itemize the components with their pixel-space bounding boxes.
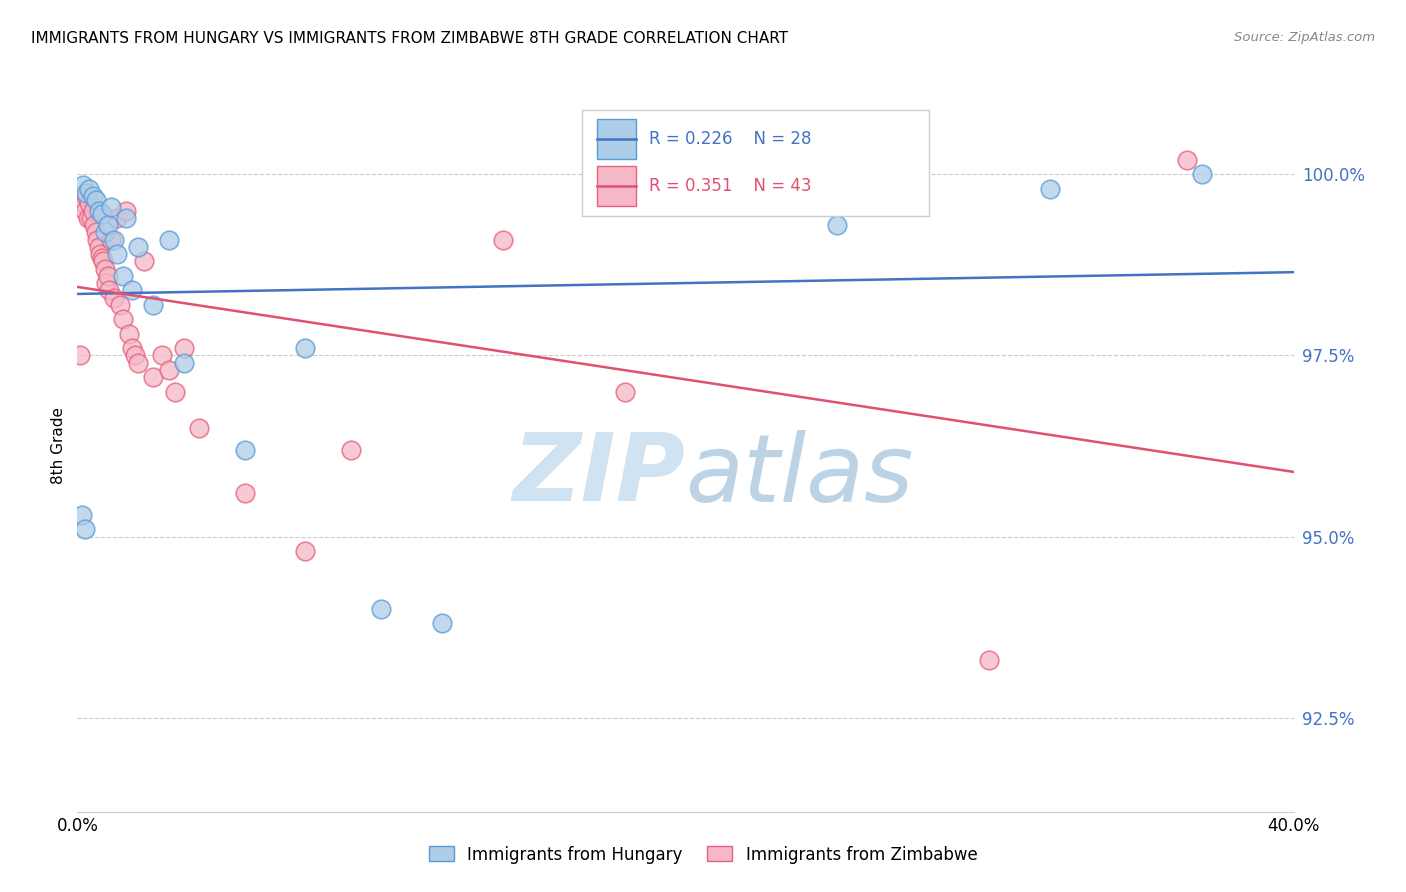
Point — [75, 186, 97, 200]
Point — [121, 283, 143, 297]
Point — [105, 211, 128, 225]
Point — [118, 326, 141, 341]
Text: atlas: atlas — [686, 430, 914, 521]
Point — [188, 421, 211, 435]
Point — [142, 298, 165, 312]
Point — [152, 349, 174, 363]
Point — [173, 341, 195, 355]
Point — [100, 233, 122, 247]
Point — [80, 211, 103, 225]
Point — [89, 247, 111, 261]
Point — [115, 211, 138, 225]
Point — [173, 356, 195, 370]
Point — [340, 442, 363, 457]
Point — [75, 189, 97, 203]
Point — [84, 225, 107, 239]
Point — [82, 203, 104, 218]
Point — [370, 602, 392, 616]
Point — [1191, 168, 1213, 182]
Point — [430, 616, 453, 631]
Point — [115, 203, 138, 218]
Point — [294, 544, 316, 558]
Point — [294, 341, 316, 355]
Point — [86, 233, 108, 247]
Point — [103, 291, 125, 305]
Point — [157, 233, 180, 247]
Text: ZIP: ZIP — [513, 429, 686, 521]
Point — [105, 247, 128, 261]
Point — [121, 341, 143, 355]
Point — [69, 349, 91, 363]
Point — [82, 189, 104, 203]
Point — [492, 233, 515, 247]
Point — [233, 442, 256, 457]
Point — [87, 240, 110, 254]
Point — [163, 384, 186, 399]
Point — [96, 276, 118, 290]
Point — [87, 203, 110, 218]
Point — [72, 178, 94, 193]
Text: IMMIGRANTS FROM HUNGARY VS IMMIGRANTS FROM ZIMBABWE 8TH GRADE CORRELATION CHART: IMMIGRANTS FROM HUNGARY VS IMMIGRANTS FR… — [31, 31, 787, 46]
FancyBboxPatch shape — [596, 166, 636, 206]
Point — [90, 207, 112, 221]
Point — [103, 233, 125, 247]
Point — [111, 268, 134, 283]
Point — [97, 268, 120, 283]
Point — [73, 522, 96, 536]
Point — [72, 196, 94, 211]
Point — [157, 363, 180, 377]
Point — [613, 384, 636, 399]
Point — [127, 240, 149, 254]
Point — [111, 312, 134, 326]
Point — [98, 283, 121, 297]
Point — [1039, 182, 1062, 196]
Point — [91, 254, 114, 268]
Point — [97, 218, 120, 232]
Text: R = 0.226    N = 28: R = 0.226 N = 28 — [650, 130, 811, 148]
Point — [979, 653, 1001, 667]
Point — [79, 182, 101, 196]
Point — [134, 254, 156, 268]
Point — [77, 211, 100, 225]
Y-axis label: 8th Grade: 8th Grade — [51, 408, 66, 484]
Point — [93, 261, 115, 276]
Point — [84, 193, 107, 207]
Point — [70, 508, 93, 522]
Point — [108, 298, 131, 312]
Point — [100, 200, 122, 214]
Legend: Immigrants from Hungary, Immigrants from Zimbabwe: Immigrants from Hungary, Immigrants from… — [422, 839, 984, 871]
Point — [73, 203, 96, 218]
Text: R = 0.351    N = 43: R = 0.351 N = 43 — [650, 177, 811, 194]
Text: Source: ZipAtlas.com: Source: ZipAtlas.com — [1234, 31, 1375, 45]
Point — [79, 196, 101, 211]
Point — [124, 349, 146, 363]
FancyBboxPatch shape — [582, 110, 929, 216]
Point — [83, 218, 105, 232]
Point — [127, 356, 149, 370]
Point — [827, 218, 849, 232]
Point — [93, 225, 115, 239]
Point — [90, 251, 112, 265]
Point — [233, 486, 256, 500]
Point — [142, 370, 165, 384]
Point — [1175, 153, 1198, 167]
FancyBboxPatch shape — [596, 120, 636, 160]
